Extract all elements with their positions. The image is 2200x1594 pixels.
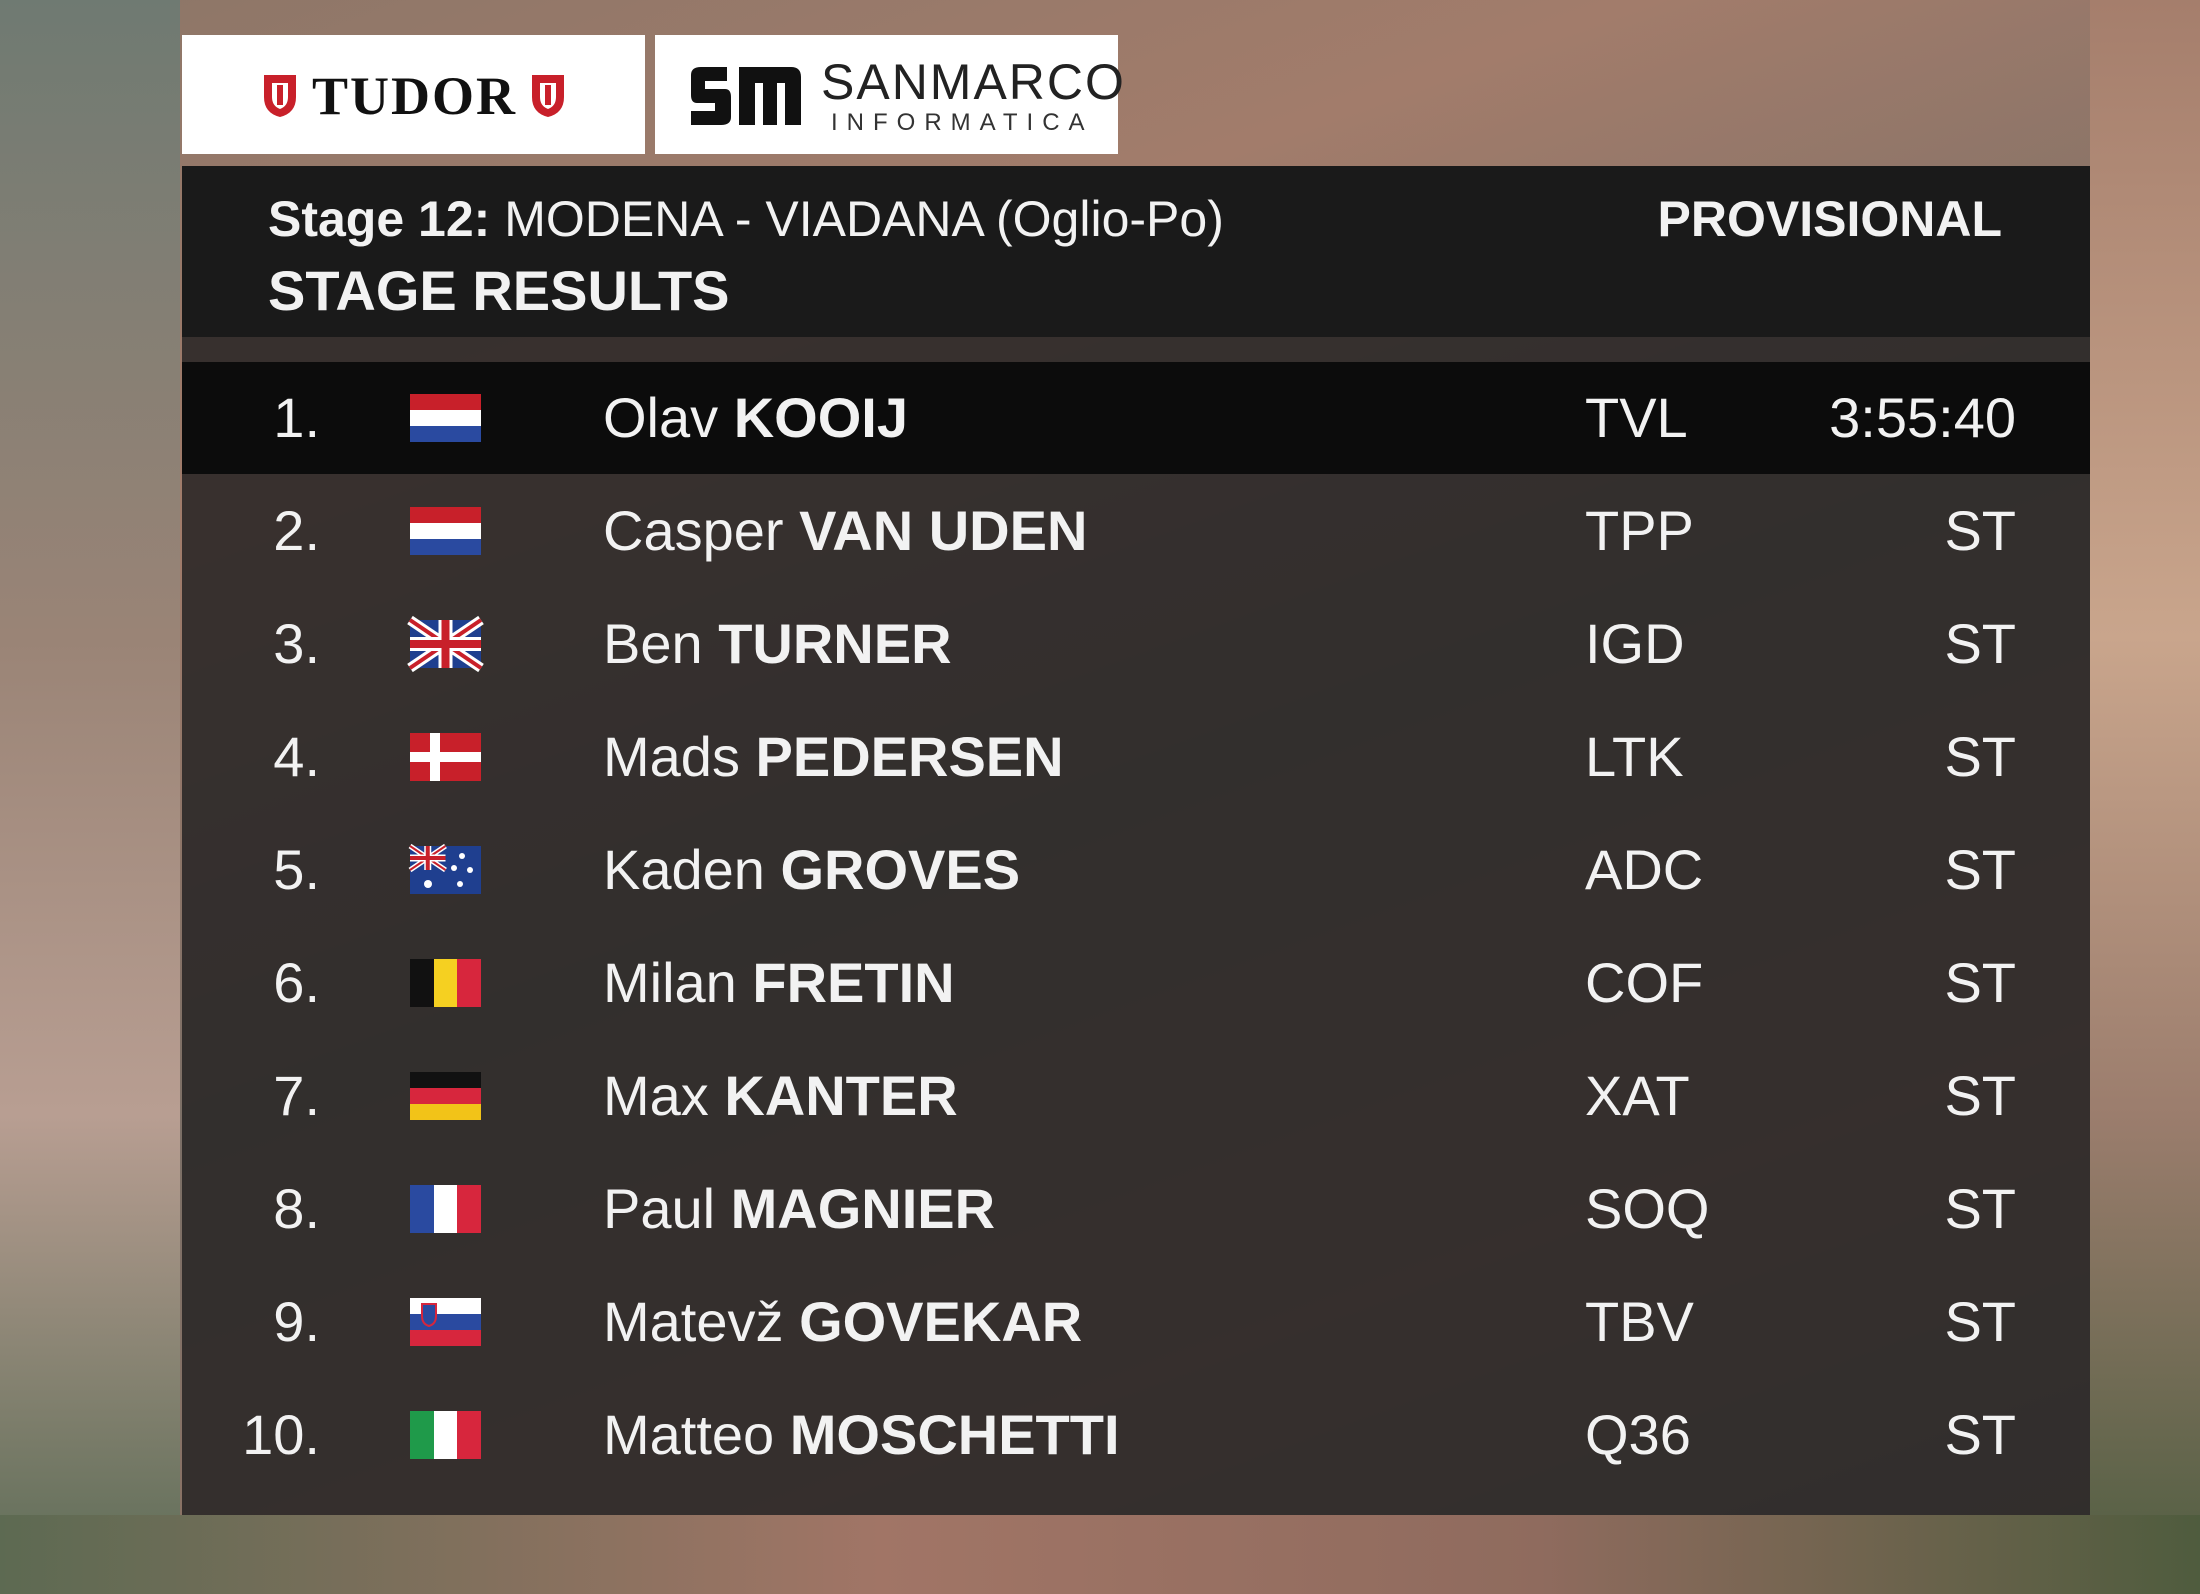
rider-name: Mads PEDERSEN: [603, 701, 1064, 813]
sponsor-tudor: TUDOR: [182, 35, 645, 154]
tudor-shield: [264, 75, 296, 117]
rider-name: Kaden GROVES: [603, 814, 1020, 926]
first-name: Casper: [603, 499, 784, 562]
sanmarco-text: SANMARCO: [821, 54, 1126, 110]
flag-si: [410, 1298, 481, 1346]
first-name: Kaden: [603, 838, 765, 901]
team: TBV: [1585, 1290, 1694, 1353]
rank: 7.: [273, 1064, 320, 1127]
first-name: Milan: [603, 951, 737, 1014]
results-header: Stage 12: MODENA - VIADANA (Oglio-Po) ST…: [182, 166, 2090, 337]
informatica-text: INFORMATICA: [831, 109, 1094, 136]
last-name: KANTER: [724, 1064, 958, 1127]
time: ST: [1944, 838, 2016, 901]
first-name: Max: [603, 1064, 709, 1127]
stage-route: MODENA - VIADANA (Oglio-Po): [504, 191, 1224, 247]
rank: 1.: [273, 386, 320, 449]
team: TVL: [1585, 386, 1688, 449]
rider-name: Paul MAGNIER: [603, 1153, 995, 1265]
first-name: Mads: [603, 725, 740, 788]
flag-it: [410, 1411, 481, 1459]
rank: 3.: [273, 612, 320, 675]
last-name: KOOIJ: [733, 386, 908, 449]
last-name: TURNER: [718, 612, 952, 675]
first-name: Paul: [603, 1177, 716, 1240]
flag-be: [410, 959, 481, 1007]
team: COF: [1585, 951, 1704, 1014]
stage-line: Stage 12: MODENA - VIADANA (Oglio-Po): [268, 190, 1224, 248]
background-bottom: [0, 1515, 2200, 1594]
flag-dk: [410, 733, 481, 781]
team: IGD: [1585, 612, 1685, 675]
flag-gb: [410, 620, 481, 668]
team: LTK: [1585, 725, 1684, 788]
rider-name: Matevž GOVEKAR: [603, 1266, 1082, 1378]
rank: 6.: [273, 951, 320, 1014]
time: ST: [1944, 1290, 2016, 1353]
flag-au: [410, 846, 481, 894]
team: ADC: [1585, 838, 1704, 901]
sanmarco-logo: [691, 67, 801, 125]
time: ST: [1944, 1403, 2016, 1466]
rider-name: Casper VAN UDEN: [603, 475, 1087, 587]
rider-name: Matteo MOSCHETTI: [603, 1379, 1120, 1491]
rank: 4.: [273, 725, 320, 788]
flag-nl: [410, 507, 481, 555]
time: 3:55:40: [1829, 386, 2016, 449]
team: XAT: [1585, 1064, 1690, 1127]
rank: 10.: [242, 1403, 320, 1466]
tudor-shield: [532, 75, 564, 117]
team: TPP: [1585, 499, 1694, 562]
flag-de: [410, 1072, 481, 1120]
first-name: Ben: [603, 612, 703, 675]
leader-highlight: [182, 362, 2090, 474]
last-name: MAGNIER: [730, 1177, 996, 1240]
sponsor-sanmarco: SANMARCO INFORMATICA: [655, 35, 1124, 154]
time: ST: [1944, 1064, 2016, 1127]
first-name: Olav: [603, 386, 719, 449]
team: SOQ: [1585, 1177, 1710, 1240]
last-name: FRETIN: [752, 951, 955, 1014]
rank: 5.: [273, 838, 320, 901]
time: ST: [1944, 725, 2016, 788]
flag-nl: [410, 394, 481, 442]
rank: 2.: [273, 499, 320, 562]
rider-name: Olav KOOIJ: [603, 362, 908, 474]
last-name: MOSCHETTI: [789, 1403, 1120, 1466]
stage-number: Stage 12:: [268, 191, 491, 247]
status: PROVISIONAL: [1657, 191, 2002, 247]
tudor-text: TUDOR: [312, 66, 518, 126]
time: ST: [1944, 1177, 2016, 1240]
last-name: GOVEKAR: [799, 1290, 1083, 1353]
rider-name: Ben TURNER: [603, 588, 952, 700]
last-name: GROVES: [780, 838, 1021, 901]
time: ST: [1944, 612, 2016, 675]
team: Q36: [1585, 1403, 1691, 1466]
time: ST: [1944, 499, 2016, 562]
first-name: Matteo: [603, 1403, 775, 1466]
last-name: VAN UDEN: [799, 499, 1088, 562]
first-name: Matevž: [603, 1290, 784, 1353]
background-left: [0, 0, 180, 1594]
rider-name: Milan FRETIN: [603, 927, 955, 1039]
rank: 9.: [273, 1290, 320, 1353]
rank: 8.: [273, 1177, 320, 1240]
time: ST: [1944, 951, 2016, 1014]
background-right: [2090, 0, 2200, 1594]
flag-fr: [410, 1185, 481, 1233]
rider-name: Max KANTER: [603, 1040, 958, 1152]
last-name: PEDERSEN: [755, 725, 1064, 788]
results-title: STAGE RESULTS: [268, 259, 730, 322]
